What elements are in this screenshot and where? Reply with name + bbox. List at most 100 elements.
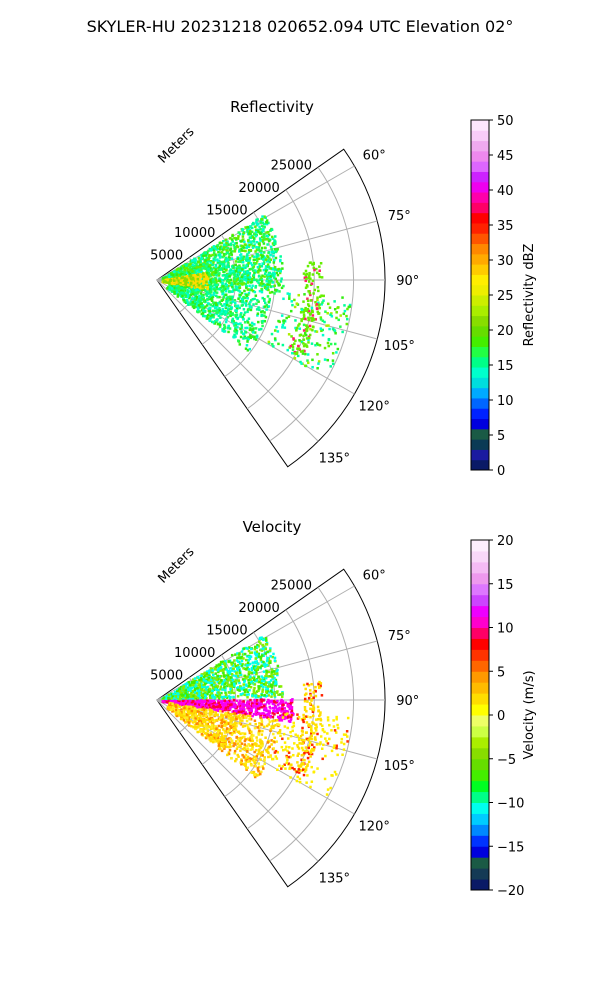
echo-pixel	[207, 688, 210, 692]
echo-pixel	[257, 242, 261, 246]
echo-pixel	[193, 691, 197, 694]
echo-pixel	[280, 314, 284, 317]
echo-pixel	[246, 666, 249, 670]
echo-pixel	[249, 651, 252, 655]
echo-pixel	[261, 750, 264, 754]
echo-pixel	[302, 272, 306, 275]
echo-pixel	[273, 248, 277, 251]
echo-pixel	[223, 731, 227, 734]
echo-pixel	[247, 672, 251, 676]
echo-pixel	[230, 271, 234, 275]
echo-pixel	[247, 663, 250, 667]
echo-pixel	[237, 266, 240, 270]
echo-pixel	[276, 715, 280, 719]
echo-pixel	[225, 298, 228, 301]
echo-pixel	[239, 723, 243, 726]
echo-pixel	[243, 704, 247, 707]
echo-pixel	[228, 748, 232, 752]
echo-pixel	[246, 340, 249, 343]
echo-pixel	[312, 318, 316, 321]
colorbar-segment	[471, 325, 489, 337]
echo-pixel	[225, 668, 228, 671]
echo-pixel	[221, 329, 224, 332]
echo-pixel	[269, 229, 272, 232]
colorbar-segment	[471, 233, 489, 245]
echo-pixel	[251, 745, 254, 748]
echo-pixel	[289, 344, 293, 348]
echo-pixel	[195, 703, 199, 706]
echo-pixel	[218, 741, 222, 744]
echo-pixel	[329, 365, 332, 368]
echo-pixel	[248, 676, 252, 680]
echo-pixel	[198, 683, 201, 686]
echo-pixel	[283, 326, 287, 329]
echo-pixel	[215, 318, 218, 322]
azimuth-gridline	[156, 279, 319, 442]
echo-pixel	[212, 293, 215, 297]
echo-pixel	[265, 639, 268, 642]
echo-pixel	[318, 265, 321, 268]
echo-pixel	[270, 692, 274, 696]
echo-pixel	[229, 273, 232, 276]
echo-pixel	[267, 233, 271, 237]
echo-pixel	[306, 285, 309, 288]
echo-pixel	[270, 686, 274, 689]
echo-pixel	[333, 308, 337, 311]
echo-pixel	[287, 713, 290, 717]
echo-pixel	[260, 249, 263, 252]
echo-pixel	[276, 711, 279, 715]
echo-pixel	[199, 284, 203, 288]
echo-pixel	[289, 715, 293, 719]
echo-pixel	[305, 309, 308, 313]
echo-pixel	[225, 675, 229, 679]
echo-pixel	[213, 286, 216, 289]
echo-pixel	[224, 282, 227, 286]
echo-pixel	[316, 296, 319, 299]
echo-pixel	[232, 271, 236, 275]
echo-pixel	[187, 688, 191, 692]
echo-pixel	[224, 706, 227, 710]
echo-pixel	[261, 321, 264, 324]
echo-pixel	[270, 228, 274, 232]
echo-pixel	[207, 275, 211, 278]
echo-pixel	[195, 305, 198, 309]
echo-pixel	[289, 717, 293, 720]
echo-pixel	[238, 248, 241, 251]
echo-pixel	[331, 362, 335, 366]
echo-pixel	[262, 685, 265, 689]
echo-pixel	[244, 711, 248, 714]
echo-pixel	[244, 304, 248, 307]
echo-pixel	[211, 315, 214, 319]
echo-pixel	[231, 295, 234, 299]
echo-pixel	[262, 282, 265, 286]
echo-pixel	[260, 246, 264, 250]
echo-pixel	[296, 347, 299, 350]
echo-pixel	[209, 294, 213, 297]
echo-pixel	[246, 256, 249, 259]
echo-pixel	[260, 675, 263, 678]
echo-pixel	[207, 271, 211, 275]
echo-pixel	[223, 310, 226, 314]
echo-pixel	[263, 305, 267, 308]
echo-pixel	[246, 700, 250, 703]
echo-pixel	[189, 261, 193, 264]
echo-pixel	[226, 287, 230, 290]
echo-pixel	[203, 685, 206, 688]
echo-pixel	[273, 713, 276, 716]
echo-pixel	[234, 315, 238, 319]
echo-pixel	[261, 284, 264, 288]
echo-pixel	[333, 329, 336, 332]
echo-pixel	[232, 702, 236, 706]
echo-pixel	[265, 219, 269, 222]
radial-tick-label: 10000	[174, 226, 215, 241]
echo-pixel	[261, 262, 264, 265]
echo-pixel	[254, 704, 257, 708]
echo-pixel	[217, 701, 220, 705]
echo-pixel	[213, 708, 216, 711]
echo-pixel	[264, 688, 268, 692]
echo-pixel	[198, 310, 201, 313]
echo-pixel	[222, 239, 225, 243]
echo-pixel	[321, 333, 325, 337]
echo-pixel	[202, 700, 206, 703]
echo-pixel	[272, 251, 275, 255]
